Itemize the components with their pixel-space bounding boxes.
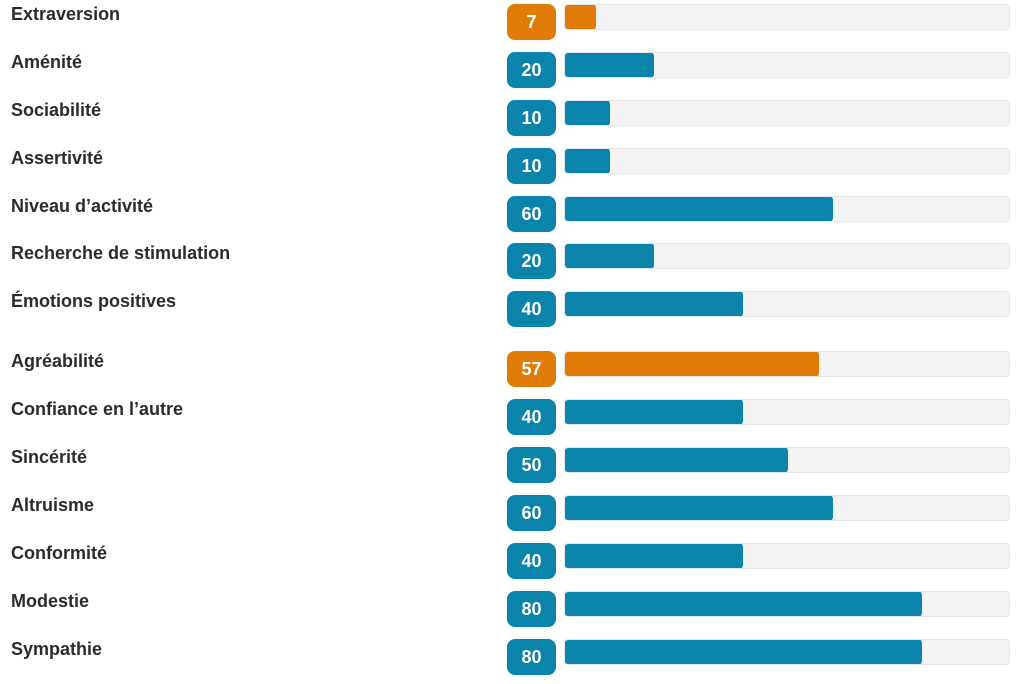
trait-progress-fill xyxy=(565,352,819,376)
trait-row-3: Assertivité 10 xyxy=(0,148,1024,184)
trait-progress-fill xyxy=(565,544,743,568)
trait-row-5: Recherche de stimulation 20 xyxy=(0,243,1024,279)
trait-progress-fill xyxy=(565,197,833,221)
trait-label: Recherche de stimulation xyxy=(11,243,231,263)
trait-label: Sympathie xyxy=(11,639,103,659)
trait-progress-fill xyxy=(565,640,922,664)
trait-label: Confiance en l’autre xyxy=(11,399,184,419)
trait-score-badge: 20 xyxy=(507,52,556,88)
trait-progress-fill xyxy=(565,448,788,472)
trait-row-6: Émotions positives 40 xyxy=(0,291,1024,327)
trait-label: Conformité xyxy=(11,543,107,563)
trait-progress-fill xyxy=(565,496,833,520)
trait-progress-fill xyxy=(565,149,610,173)
trait-progress-track xyxy=(564,291,1010,317)
trait-score-badge: 80 xyxy=(507,591,556,627)
trait-progress-fill xyxy=(565,5,596,29)
trait-progress-track xyxy=(564,351,1010,377)
trait-label: Extraversion xyxy=(11,4,121,24)
trait-score-badge: 10 xyxy=(507,148,556,184)
trait-label: Altruisme xyxy=(11,495,95,515)
trait-progress-track xyxy=(564,399,1010,425)
trait-score-badge: 7 xyxy=(507,4,556,40)
trait-score-badge: 20 xyxy=(507,243,556,279)
trait-label: Aménité xyxy=(11,52,83,72)
trait-score-badge: 40 xyxy=(507,399,556,435)
trait-progress-fill xyxy=(565,101,610,125)
trait-row-12: Modestie 80 xyxy=(0,591,1024,627)
trait-progress-track xyxy=(564,243,1010,269)
trait-progress-track xyxy=(564,4,1010,30)
trait-score-badge: 57 xyxy=(507,351,556,387)
trait-label: Sociabilité xyxy=(11,100,102,120)
trait-row-13: Sympathie 80 xyxy=(0,639,1024,675)
trait-progress-track xyxy=(564,639,1010,665)
trait-row-10: Altruisme 60 xyxy=(0,495,1024,531)
trait-progress-track xyxy=(564,447,1010,473)
trait-progress-fill xyxy=(565,400,743,424)
trait-label: Sincérité xyxy=(11,447,88,467)
trait-progress-track xyxy=(564,196,1010,222)
trait-score-badge: 50 xyxy=(507,447,556,483)
trait-label: Assertivité xyxy=(11,148,104,168)
trait-row-2: Sociabilité 10 xyxy=(0,100,1024,136)
trait-progress-track xyxy=(564,543,1010,569)
trait-label: Agréabilité xyxy=(11,351,105,371)
trait-score-badge: 40 xyxy=(507,291,556,327)
trait-progress-fill xyxy=(565,244,654,268)
trait-progress-track xyxy=(564,100,1010,126)
trait-progress-track xyxy=(564,52,1010,78)
trait-score-badge: 60 xyxy=(507,495,556,531)
trait-row-4: Niveau d’activité 60 xyxy=(0,196,1024,232)
trait-label: Niveau d’activité xyxy=(11,196,154,216)
trait-score-badge: 60 xyxy=(507,196,556,232)
trait-label: Modestie xyxy=(11,591,90,611)
trait-row-7: Agréabilité 57 xyxy=(0,351,1024,387)
trait-progress-fill xyxy=(565,53,654,77)
trait-progress-track xyxy=(564,495,1010,521)
trait-label: Émotions positives xyxy=(11,291,177,311)
trait-score-badge: 10 xyxy=(507,100,556,136)
trait-score-badge: 40 xyxy=(507,543,556,579)
trait-progress-fill xyxy=(565,292,743,316)
trait-row-8: Confiance en l’autre 40 xyxy=(0,399,1024,435)
trait-progress-fill xyxy=(565,592,922,616)
trait-score-badge: 80 xyxy=(507,639,556,675)
trait-progress-track xyxy=(564,148,1010,174)
trait-row-9: Sincérité 50 xyxy=(0,447,1024,483)
trait-row-1: Aménité 20 xyxy=(0,52,1024,88)
trait-row-11: Conformité 40 xyxy=(0,543,1024,579)
trait-row-0: Extraversion 7 xyxy=(0,4,1024,40)
trait-progress-track xyxy=(564,591,1010,617)
